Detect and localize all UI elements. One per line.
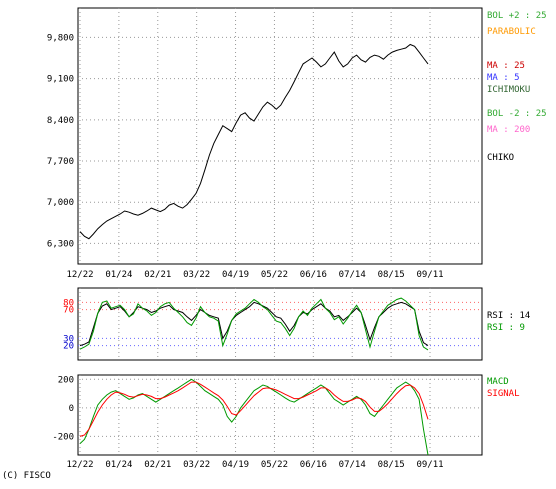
- x-tick-label-bottom: 01/24: [105, 460, 132, 470]
- x-tick-label-bottom: 12/22: [66, 460, 93, 470]
- x-tick-label-top: 05/22: [261, 270, 288, 280]
- y-tick-label: 80: [63, 298, 74, 308]
- y-tick-label: 70: [63, 306, 74, 316]
- series-line-rsi-9: [79, 297, 429, 351]
- price-panel: [77, 7, 483, 265]
- y-tick-label: 200: [58, 375, 74, 385]
- series-line-signal: [79, 381, 429, 437]
- x-tick-label-top: 06/16: [300, 270, 327, 280]
- legend-ma-5: MA : 5: [487, 73, 520, 83]
- legend-signal: SIGNAL: [487, 389, 520, 399]
- x-tick-label-bottom: 06/16: [300, 460, 327, 470]
- legend-ma-200: MA : 200: [487, 125, 530, 135]
- legend-rsi-9: RSI : 9: [487, 323, 525, 333]
- y-tick-label: 9,800: [47, 33, 74, 43]
- series-line-rsi-14: [79, 301, 429, 347]
- legend-ichimoku: ICHIMOKU: [487, 85, 530, 95]
- x-tick-label-bottom: 05/22: [261, 460, 288, 470]
- x-tick-label-top: 09/11: [416, 270, 443, 280]
- x-tick-label-top: 07/14: [339, 270, 366, 280]
- x-tick-label-top: 03/22: [183, 270, 210, 280]
- y-tick-label: 20: [63, 342, 74, 352]
- x-axis-labels: 12/22 12/22 01/24 01/24 02/21 02/21 03/22 03/22…: [66, 270, 443, 470]
- legend-bol-2-25: BOL -2 : 25: [487, 109, 547, 119]
- y-tick-label: 7,000: [47, 198, 74, 208]
- series-line-close: [79, 43, 429, 240]
- legend-bol-2-25: BOL +2 : 25: [487, 11, 547, 21]
- macd-panel: [77, 374, 483, 456]
- legend: BOL +2 : 25 PARABOLIC MA : 25 MA : 5 ICHIMOK…: [487, 11, 547, 399]
- x-tick-label-top: 04/19: [222, 270, 249, 280]
- x-tick-label-bottom: 02/21: [144, 460, 171, 470]
- series-lines: [79, 43, 429, 456]
- y-tick-label: 7,700: [47, 157, 74, 167]
- y-tick-label: 6,300: [47, 239, 74, 249]
- x-tick-label-bottom: 04/19: [222, 460, 249, 470]
- x-tick-label-top: 01/24: [105, 270, 132, 280]
- x-tick-label-bottom: 08/15: [378, 460, 405, 470]
- copyright: (C) FISCO: [2, 471, 51, 481]
- legend-macd: MACD: [487, 377, 509, 387]
- x-tick-label-top: 08/15: [378, 270, 405, 280]
- series-line-macd: [79, 378, 429, 456]
- legend-ma-25: MA : 25: [487, 61, 525, 71]
- x-tick-label-bottom: 03/22: [183, 460, 210, 470]
- legend-chiko: CHIKO: [487, 153, 514, 163]
- x-tick-label-top: 12/22: [66, 270, 93, 280]
- legend-parabolic: PARABOLIC: [487, 27, 536, 37]
- rsi-panel: [77, 287, 483, 361]
- x-tick-label-top: 02/21: [144, 270, 171, 280]
- x-tick-label-bottom: 07/14: [339, 460, 366, 470]
- y-tick-label: 9,100: [47, 75, 74, 85]
- x-tick-label-bottom: 09/11: [416, 460, 443, 470]
- legend-rsi-14: RSI : 14: [487, 311, 530, 321]
- y-tick-label: 30: [63, 334, 74, 344]
- grid-lines: [78, 8, 482, 455]
- y-tick-label: -200: [52, 432, 74, 442]
- y-tick-label: 8,400: [47, 116, 74, 126]
- y-tick-label: 0: [69, 404, 74, 414]
